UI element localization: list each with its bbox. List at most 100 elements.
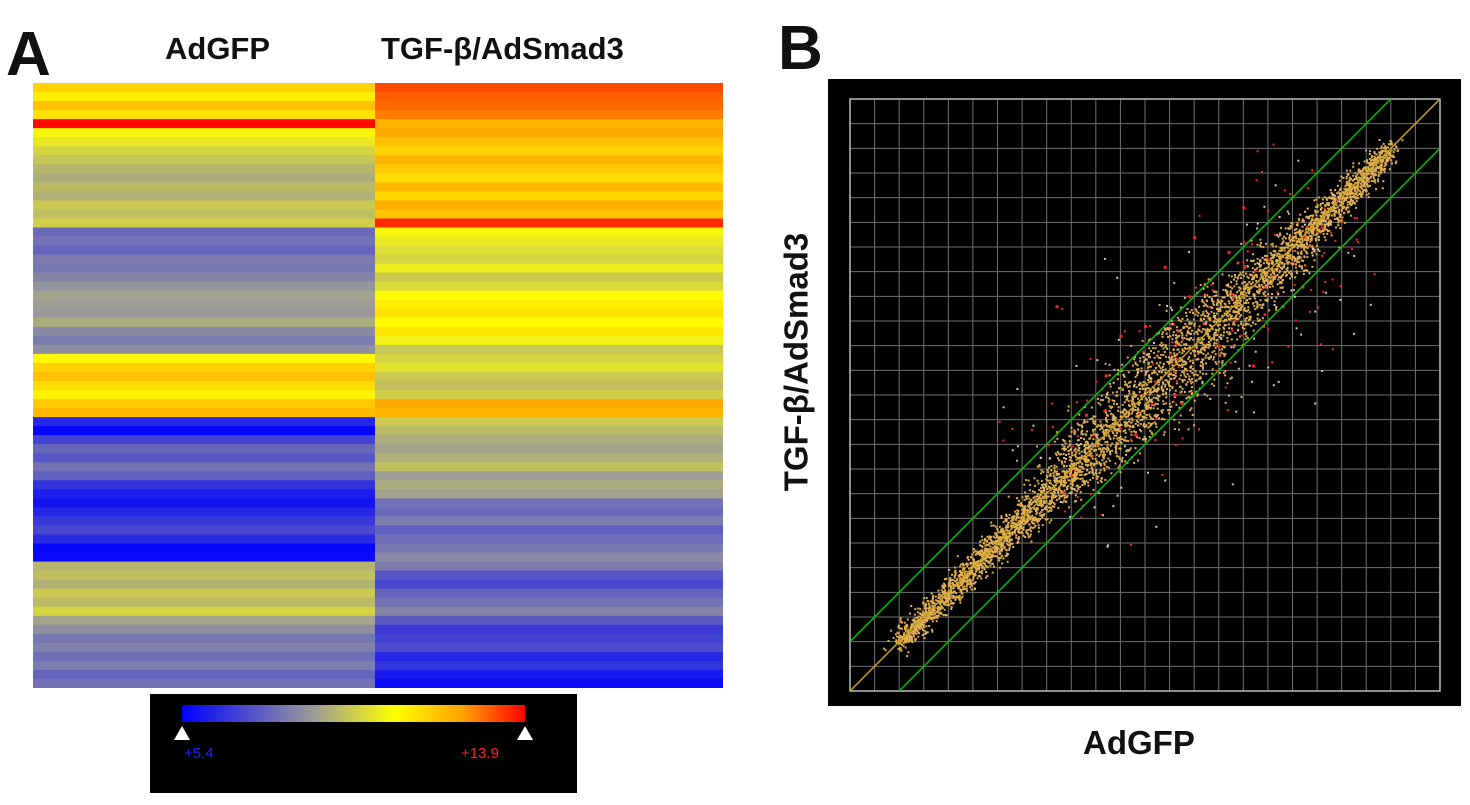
data-point (1297, 252, 1300, 255)
data-point (1188, 346, 1191, 349)
data-point (1053, 494, 1056, 497)
data-point (1113, 419, 1116, 422)
data-point (1244, 310, 1247, 313)
data-point (1147, 363, 1150, 366)
data-point (1314, 211, 1317, 214)
data-point (1316, 219, 1319, 222)
data-point (1181, 371, 1184, 373)
heatmap-cell (375, 101, 723, 111)
data-point (958, 594, 961, 597)
data-point (1206, 394, 1209, 397)
data-point (1080, 433, 1083, 436)
data-point (1070, 426, 1073, 429)
data-point (1275, 269, 1278, 272)
data-point (1137, 397, 1139, 400)
heatmap-cell (375, 453, 723, 463)
data-point (1202, 301, 1205, 304)
data-point (1101, 459, 1104, 462)
data-point (1196, 314, 1199, 317)
data-point (1127, 400, 1130, 403)
data-point (1011, 518, 1014, 521)
data-point (1205, 372, 1208, 375)
data-point (1143, 409, 1146, 412)
data-point (1198, 377, 1201, 380)
data-point (1350, 189, 1353, 192)
data-point (1258, 303, 1261, 306)
data-point (948, 591, 951, 594)
data-point (943, 590, 946, 593)
data-point (1084, 455, 1086, 458)
outlier-point (1231, 293, 1234, 296)
data-point (1318, 196, 1321, 199)
data-point (1279, 247, 1282, 250)
data-point (1230, 314, 1233, 317)
data-point (1345, 208, 1348, 211)
data-point (1121, 363, 1124, 366)
data-point (1066, 494, 1069, 497)
data-point (1196, 333, 1199, 336)
data-point (1017, 541, 1020, 544)
outlier-point (1141, 438, 1144, 441)
data-point (1279, 286, 1282, 289)
data-point (1222, 320, 1225, 323)
data-point (1143, 384, 1145, 387)
data-point (1296, 251, 1299, 254)
data-point (1164, 385, 1167, 388)
data-point (1343, 198, 1346, 201)
data-point (1075, 451, 1078, 454)
data-point (1183, 391, 1186, 393)
data-point (1298, 261, 1301, 264)
highlight-point (1104, 374, 1108, 378)
data-point (1218, 371, 1221, 374)
data-point (1349, 201, 1352, 204)
data-point (1255, 275, 1258, 278)
data-point (1110, 412, 1112, 415)
heatmap-cell (33, 489, 375, 499)
data-point (1379, 163, 1382, 166)
data-point (1237, 324, 1240, 327)
data-point (1376, 159, 1379, 162)
data-point (1011, 517, 1014, 520)
data-point (1016, 515, 1019, 518)
data-point (1355, 191, 1358, 194)
data-point (1393, 148, 1396, 151)
data-point (1240, 277, 1243, 279)
data-point (1344, 221, 1347, 224)
data-point (1165, 396, 1168, 399)
data-point (1037, 482, 1040, 485)
data-point (1389, 140, 1392, 143)
data-point (1063, 494, 1066, 497)
data-point (1318, 250, 1321, 252)
data-point (981, 559, 984, 562)
data-point (983, 566, 986, 569)
data-point (1035, 519, 1038, 522)
data-point (1076, 472, 1079, 475)
data-point (1389, 142, 1393, 146)
data-point (1000, 549, 1003, 552)
data-point (950, 585, 953, 588)
data-point (1145, 425, 1148, 428)
data-point (1129, 381, 1132, 383)
data-point (968, 574, 971, 577)
data-point (1088, 471, 1091, 474)
data-point (1149, 391, 1152, 394)
data-point (925, 625, 928, 628)
data-point (1278, 265, 1281, 268)
data-point (1123, 439, 1126, 442)
data-point (1100, 463, 1103, 465)
data-point (1325, 214, 1328, 217)
data-point (1029, 518, 1032, 521)
data-point (1309, 238, 1312, 241)
data-point (1338, 212, 1341, 215)
data-point (1301, 267, 1303, 270)
heatmap-cell (375, 507, 723, 518)
heatmap-cell (33, 408, 375, 418)
data-point (1115, 391, 1118, 393)
data-point (1275, 245, 1277, 248)
data-point (1174, 341, 1177, 344)
data-point (1261, 269, 1264, 272)
data-point (1031, 490, 1034, 493)
data-point (1178, 377, 1181, 380)
data-point (1189, 323, 1192, 326)
data-point (1207, 313, 1210, 316)
